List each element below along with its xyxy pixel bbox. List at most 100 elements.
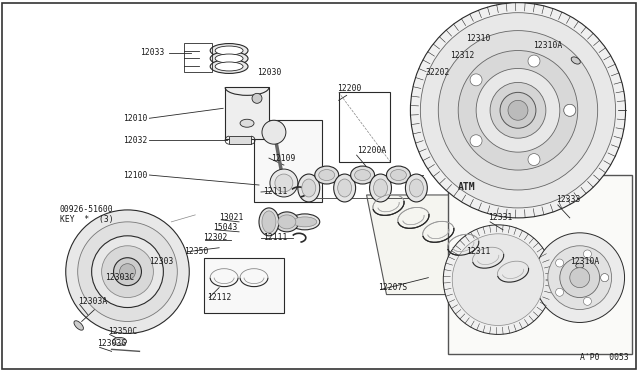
Text: 12112: 12112 (207, 293, 232, 302)
Ellipse shape (390, 170, 406, 180)
Circle shape (556, 288, 564, 296)
Ellipse shape (262, 211, 276, 233)
Circle shape (535, 233, 625, 323)
Ellipse shape (369, 174, 392, 202)
Circle shape (490, 83, 546, 138)
Circle shape (92, 236, 163, 308)
Circle shape (508, 100, 528, 120)
Text: 12033: 12033 (140, 48, 164, 57)
Circle shape (452, 234, 544, 326)
Circle shape (113, 258, 141, 286)
Text: 12200A: 12200A (356, 146, 386, 155)
Text: 12030: 12030 (257, 68, 282, 77)
Circle shape (270, 169, 298, 197)
Circle shape (120, 264, 136, 280)
Text: 12311: 12311 (466, 247, 490, 256)
Circle shape (528, 55, 540, 67)
Text: 12310A: 12310A (533, 41, 562, 50)
Ellipse shape (278, 215, 296, 229)
Ellipse shape (240, 119, 254, 127)
Circle shape (470, 74, 482, 86)
Text: 12303A: 12303A (77, 297, 107, 306)
Circle shape (444, 225, 553, 334)
Text: 32202: 32202 (426, 68, 450, 77)
Bar (229, 136, 251, 144)
Ellipse shape (275, 212, 299, 232)
Circle shape (458, 51, 578, 170)
Ellipse shape (116, 339, 124, 344)
Bar (254, 120, 322, 202)
Ellipse shape (215, 46, 243, 55)
Ellipse shape (355, 170, 371, 180)
Circle shape (560, 258, 600, 298)
Ellipse shape (410, 179, 423, 197)
Ellipse shape (74, 321, 83, 330)
Text: 12207S: 12207S (378, 283, 408, 292)
Ellipse shape (210, 44, 248, 58)
Ellipse shape (387, 166, 410, 184)
Text: 12200: 12200 (337, 84, 361, 93)
Circle shape (500, 92, 536, 128)
Text: 12350C: 12350C (108, 327, 137, 336)
Text: 12010: 12010 (123, 114, 147, 123)
Circle shape (570, 268, 589, 288)
Text: 12331: 12331 (488, 214, 513, 222)
Ellipse shape (315, 166, 339, 184)
Ellipse shape (374, 179, 387, 197)
Circle shape (275, 174, 293, 192)
Text: KEY  *  (3): KEY * (3) (60, 215, 113, 224)
Text: 12310A: 12310A (570, 257, 599, 266)
Text: 00926-51600: 00926-51600 (60, 205, 113, 214)
Ellipse shape (571, 57, 580, 64)
Text: 12109: 12109 (271, 154, 295, 163)
Text: 12310: 12310 (466, 34, 490, 43)
Text: 13021: 13021 (219, 214, 243, 222)
Ellipse shape (293, 217, 317, 227)
Ellipse shape (210, 60, 248, 73)
Ellipse shape (215, 54, 243, 63)
Circle shape (584, 297, 591, 305)
Circle shape (438, 31, 598, 190)
Ellipse shape (298, 174, 320, 202)
Text: 12111: 12111 (263, 233, 287, 242)
Text: 12312: 12312 (451, 51, 475, 60)
Circle shape (556, 259, 564, 267)
Bar (204, 258, 284, 312)
Circle shape (564, 104, 576, 116)
Ellipse shape (351, 166, 374, 184)
Circle shape (548, 246, 612, 310)
Text: 12303G: 12303G (97, 339, 126, 348)
Bar (448, 175, 632, 355)
Text: 12111: 12111 (263, 187, 287, 196)
Ellipse shape (302, 179, 316, 197)
Ellipse shape (215, 62, 243, 71)
Ellipse shape (319, 170, 335, 180)
Ellipse shape (290, 214, 320, 230)
Bar (184, 42, 212, 73)
Bar (339, 92, 390, 162)
Ellipse shape (113, 337, 127, 345)
Text: 12303C: 12303C (104, 273, 134, 282)
Text: 12100: 12100 (123, 170, 147, 180)
Circle shape (262, 120, 286, 144)
Ellipse shape (338, 179, 351, 197)
Text: 12333: 12333 (556, 195, 580, 205)
Text: 12032: 12032 (123, 136, 147, 145)
Polygon shape (367, 195, 566, 295)
Ellipse shape (333, 174, 356, 202)
Circle shape (601, 274, 609, 282)
Circle shape (420, 13, 616, 208)
Text: 12303: 12303 (149, 257, 174, 266)
Ellipse shape (210, 52, 248, 65)
Bar (225, 87, 269, 139)
Circle shape (470, 135, 482, 147)
Text: 15043: 15043 (213, 223, 237, 232)
Circle shape (584, 250, 591, 258)
Ellipse shape (405, 174, 428, 202)
Circle shape (252, 93, 262, 103)
Ellipse shape (259, 208, 279, 236)
Circle shape (102, 246, 154, 298)
Circle shape (528, 154, 540, 166)
Text: A'P0  0053: A'P0 0053 (580, 353, 628, 362)
Circle shape (476, 68, 560, 152)
